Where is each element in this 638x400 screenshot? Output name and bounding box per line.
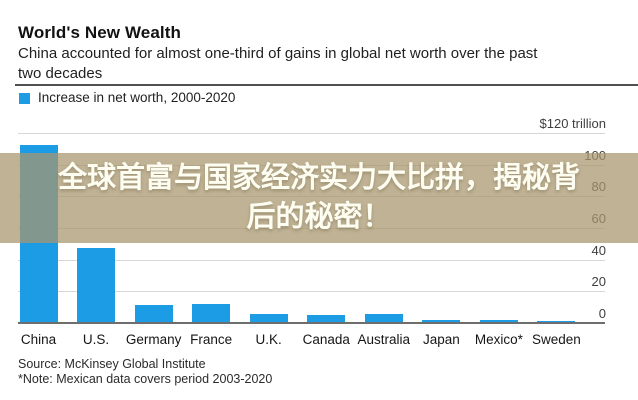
- y-tick-label: $120 trillion: [539, 116, 607, 131]
- legend-label: Increase in net worth, 2000-2020: [38, 90, 236, 105]
- gridline: [18, 133, 605, 134]
- chart-subtitle: China accounted for almost one-third of …: [18, 44, 537, 84]
- overlay-banner: 全球首富与国家经济实力大比拼，揭秘背 后的秘密！: [0, 153, 638, 243]
- bar: [77, 248, 116, 324]
- overlay-text-line1: 全球首富与国家经济实力大比拼，揭秘背: [57, 162, 580, 194]
- y-tick-label: 20: [591, 274, 606, 290]
- x-tick-label: Canada: [302, 332, 350, 347]
- legend: Increase in net worth, 2000-2020: [19, 90, 235, 105]
- overlay-text-line2: 后的秘密！: [246, 201, 392, 233]
- gridline: [18, 291, 605, 293]
- legend-swatch-icon: [19, 92, 30, 104]
- bar: [249, 313, 288, 324]
- bar: [307, 314, 346, 324]
- x-tick-label: Mexico*: [474, 332, 523, 347]
- bar: [192, 304, 231, 324]
- x-tick-label: China: [20, 332, 57, 347]
- bar: [134, 305, 173, 324]
- note-text: *Note: Mexican data covers period 2003-2…: [18, 371, 273, 386]
- gridline: [18, 259, 605, 261]
- header-divider: [15, 84, 638, 86]
- x-tick-label: Sweden: [532, 332, 581, 347]
- source-text: Source: McKinsey Global Institute: [18, 357, 206, 371]
- x-tick-label: Germany: [125, 332, 182, 347]
- chart-subtitle-line2: two decades: [18, 65, 103, 82]
- x-tick-label: U.K.: [255, 332, 282, 347]
- chart-subtitle-line1: China accounted for almost one-third of …: [18, 45, 538, 62]
- bar: [364, 313, 403, 324]
- x-tick-label: Japan: [422, 332, 460, 347]
- chart-title: World's New Wealth: [18, 23, 181, 42]
- footer: Source: McKinsey Global Institute *Note:…: [18, 357, 272, 386]
- x-axis-baseline: [18, 322, 605, 324]
- y-tick-label: 40: [591, 242, 606, 258]
- y-tick-label: 0: [598, 306, 606, 321]
- x-tick-label: U.S.: [82, 332, 110, 347]
- x-tick-label: Australia: [357, 332, 411, 347]
- x-tick-label: France: [190, 332, 233, 347]
